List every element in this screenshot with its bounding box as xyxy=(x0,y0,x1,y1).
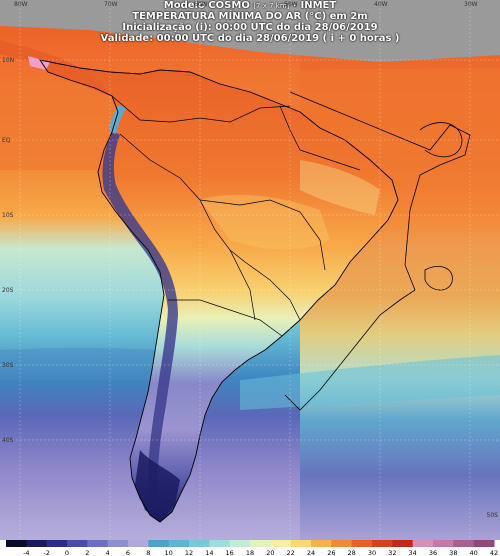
legend-tick-label: 22 xyxy=(287,549,295,556)
legend-swatch xyxy=(351,540,373,547)
lat-label: 50S xyxy=(486,512,498,519)
temperature-map xyxy=(0,0,500,540)
legend-swatch xyxy=(453,540,475,547)
legend-tick-label: 34 xyxy=(409,549,417,556)
legend-tick-label: 2 xyxy=(85,549,89,556)
lat-label: 20S xyxy=(2,287,14,294)
lat-label: 30S xyxy=(2,362,14,369)
legend-tick-label: 28 xyxy=(348,549,356,556)
legend-tick-label: 26 xyxy=(327,549,335,556)
legend-swatch xyxy=(87,540,109,547)
legend-swatch xyxy=(412,540,434,547)
legend-tick-label: 14 xyxy=(205,549,213,556)
lat-label: 10N xyxy=(2,57,15,64)
lat-label: EQ xyxy=(2,137,11,144)
init-time: Inicialização (i): 00:00 UTC do dia 28/0… xyxy=(122,22,378,33)
lat-label: 40S xyxy=(2,437,14,444)
legend-swatch xyxy=(311,540,332,547)
legend-swatch xyxy=(250,540,271,547)
legend-tick-label: 30 xyxy=(368,549,376,556)
central-america-land xyxy=(0,40,110,96)
legend-swatch xyxy=(148,540,170,547)
legend-swatch xyxy=(6,540,27,547)
legend-swatch xyxy=(229,540,251,547)
legend-tick-label: 10 xyxy=(165,549,173,556)
legend-tick-label: -4 xyxy=(23,549,29,556)
legend-swatch xyxy=(128,540,149,547)
legend-swatch xyxy=(331,540,353,547)
model-title-main: Modelo COSMO xyxy=(163,0,250,11)
legend-tick-label: -2 xyxy=(43,549,49,556)
legend-tick-label: 32 xyxy=(388,549,396,556)
legend-tick-label: 18 xyxy=(246,549,254,556)
legend-swatch xyxy=(270,540,292,547)
legend-tick-label: 4 xyxy=(106,549,110,556)
legend-tick-label: 38 xyxy=(449,549,457,556)
legend-swatch xyxy=(26,540,48,547)
lon-label: 40W xyxy=(374,1,388,8)
legend-swatch xyxy=(67,540,88,547)
model-resolution: [7 x 7 km] xyxy=(253,2,290,10)
lon-label: 60W xyxy=(194,1,208,8)
andes-cold-strip xyxy=(102,130,178,505)
model-title-end: - INMET xyxy=(292,0,337,11)
legend-swatch xyxy=(46,540,68,547)
graticule xyxy=(0,0,500,540)
legend-tick-label: 12 xyxy=(185,549,193,556)
lat-label: 10S xyxy=(2,212,14,219)
legend-swatch xyxy=(290,540,312,547)
lon-label: 70W xyxy=(104,1,118,8)
legend-tick-label: 24 xyxy=(307,549,315,556)
legend-swatch xyxy=(433,540,454,547)
outside-domain xyxy=(0,0,500,62)
legend-swatch xyxy=(168,540,190,547)
variable-title: TEMPERATURA MÍNIMA DO AR (°C) em 2m xyxy=(132,11,368,22)
model-title: Modelo COSMO [7 x 7 km] - INMET xyxy=(0,0,500,11)
legend-swatch xyxy=(392,540,414,547)
legend-tick-label: 42 xyxy=(490,549,498,556)
lon-label: 80W xyxy=(14,1,28,8)
legend-tick-label: 16 xyxy=(226,549,234,556)
legend-swatch xyxy=(107,540,129,547)
color-legend: -4 -2 0 2 4 6 8 10 12 14 16 18 20 22 24 26 28 30 32 34 36 38 4… xyxy=(6,540,498,556)
legend-tick-label: 20 xyxy=(266,549,274,556)
legend-tick-label: 6 xyxy=(126,549,130,556)
legend-swatch xyxy=(372,540,393,547)
legend-tick-label: 0 xyxy=(65,549,69,556)
coastline xyxy=(39,59,399,523)
legend-swatch xyxy=(189,540,210,547)
lon-label: 30W xyxy=(464,1,478,8)
legend-tick-label: 40 xyxy=(470,549,478,556)
eez-boundary xyxy=(284,91,471,411)
valid-time: Validade: 00:00 UTC do dia 28/06/2019 ( … xyxy=(100,33,400,44)
legend-swatch xyxy=(473,540,495,547)
legend-tick-label: 8 xyxy=(146,549,150,556)
south-america-land xyxy=(40,60,398,522)
legend-swatch xyxy=(209,540,231,547)
lon-label: 50W xyxy=(284,1,298,8)
legend-tick-label: 36 xyxy=(429,549,437,556)
